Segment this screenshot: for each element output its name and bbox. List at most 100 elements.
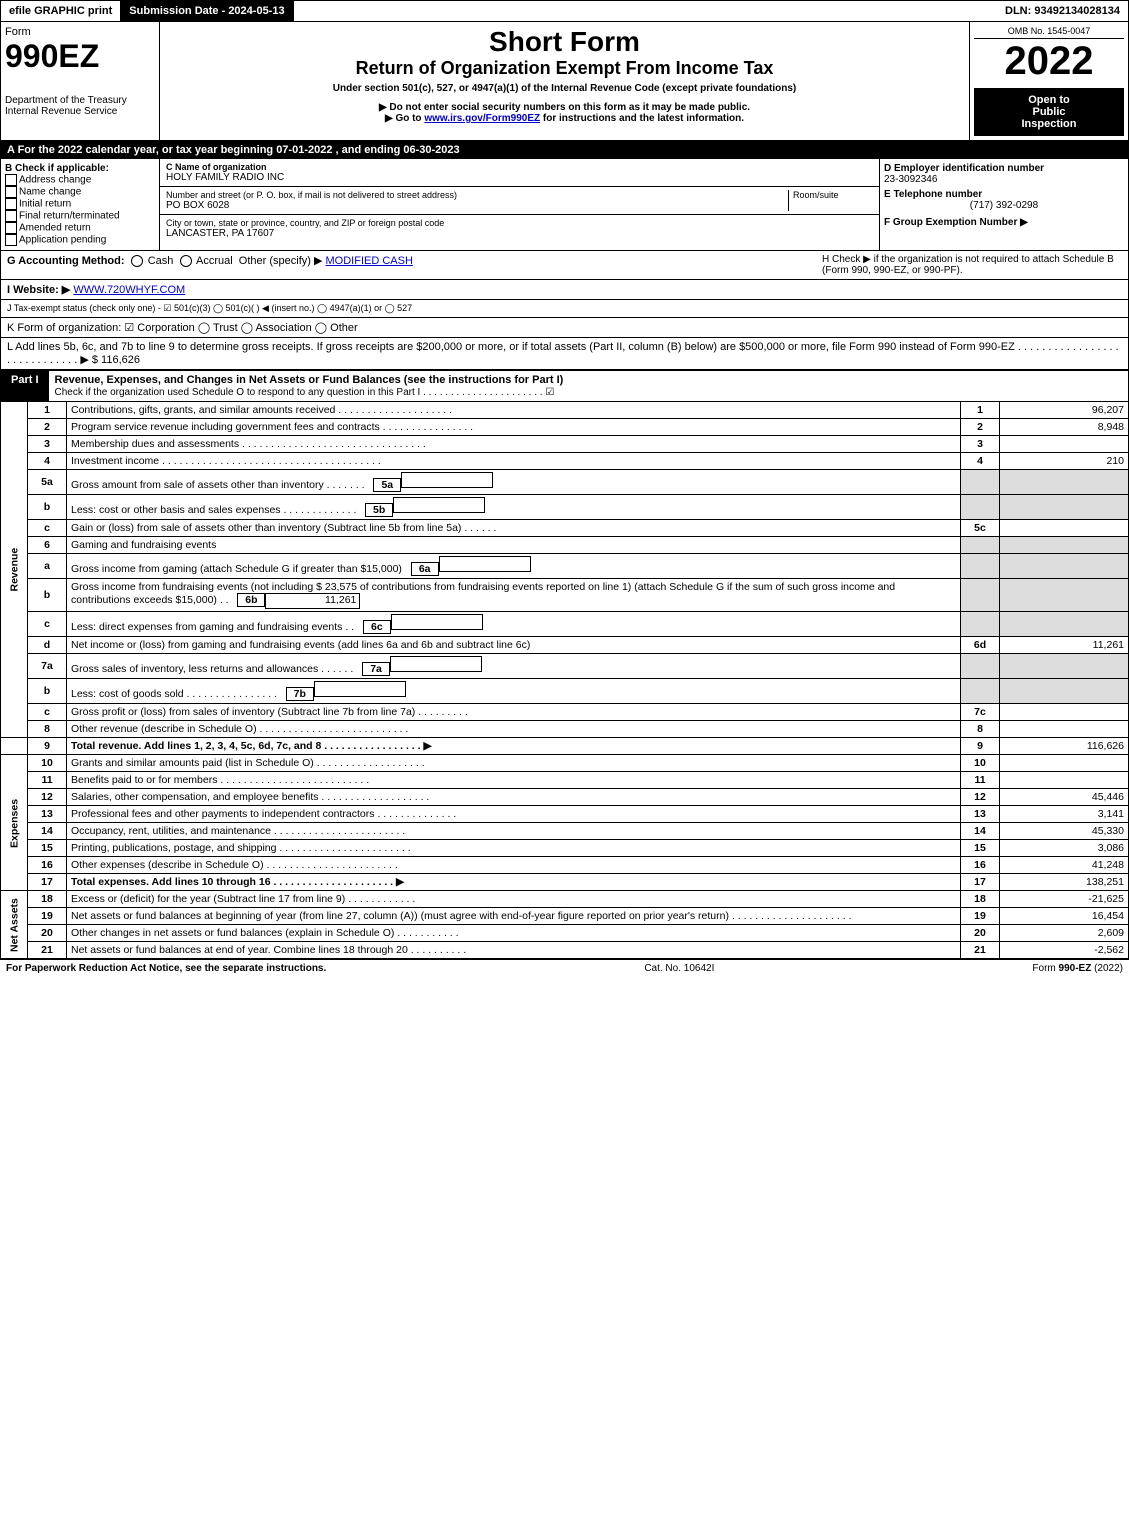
ln: c [28,520,67,537]
lnb: 20 [961,925,1000,942]
lnb: 17 [961,874,1000,891]
form-header: Form 990EZ Department of the Treasury In… [0,22,1129,141]
lv: 45,446 [1000,789,1129,806]
ld: Other changes in net assets or fund bala… [67,925,961,942]
cb-final-return[interactable]: Final return/terminated [5,210,155,222]
dept-treasury: Department of the Treasury [5,95,155,106]
main-title: Return of Organization Exempt From Incom… [164,58,965,79]
ld: Professional fees and other payments to … [67,806,961,823]
ld: Contributions, gifts, grants, and simila… [67,402,961,419]
cb-address-change[interactable]: Address change [5,174,155,186]
room-label: Room/suite [793,190,873,200]
ld: Less: cost or other basis and sales expe… [71,504,356,516]
shade [961,470,1000,495]
ld: Net income or (loss) from gaming and fun… [67,637,961,654]
shade [961,537,1000,554]
ln: a [28,554,67,579]
cb-label: Application pending [19,235,106,246]
page-footer: For Paperwork Reduction Act Notice, see … [0,959,1129,977]
ln: 7a [28,654,67,679]
omb-number: OMB No. 1545-0047 [974,26,1124,39]
footer-left: For Paperwork Reduction Act Notice, see … [6,963,326,974]
tel-value: (717) 392-0298 [884,200,1124,211]
lv [1000,721,1129,738]
lnb: 8 [961,721,1000,738]
ln: 21 [28,942,67,959]
dept-irs: Internal Revenue Service [5,106,155,117]
lnb: 5c [961,520,1000,537]
efile-print-button[interactable]: efile GRAPHIC print [1,1,121,21]
col-b-checkboxes: B Check if applicable: Address change Na… [1,159,160,250]
part1-subtitle: Check if the organization used Schedule … [55,387,555,398]
footer-cat-no: Cat. No. 10642I [644,963,714,974]
lv [1000,436,1129,453]
cb-name-change[interactable]: Name change [5,186,155,198]
cb-initial-return[interactable]: Initial return [5,198,155,210]
lv [1000,520,1129,537]
tel-label: E Telephone number [884,189,1124,200]
org-name-cell: C Name of organization HOLY FAMILY RADIO… [160,159,879,187]
lv: 96,207 [1000,402,1129,419]
ld: Total expenses. Add lines 10 through 16 … [71,876,404,888]
shade [1000,679,1129,704]
lnb: 13 [961,806,1000,823]
cb-cash[interactable] [131,255,143,267]
inner-num: 5a [373,478,401,492]
instructions-link[interactable]: www.irs.gov/Form990EZ [424,113,540,124]
lnb: 11 [961,772,1000,789]
lnb: 18 [961,891,1000,908]
shade [961,679,1000,704]
lnb: 14 [961,823,1000,840]
lnb: 4 [961,453,1000,470]
ln: b [28,495,67,520]
street-cell: Number and street (or P. O. box, if mail… [160,187,879,215]
shade [1000,537,1129,554]
ld: Other expenses (describe in Schedule O) … [67,857,961,874]
city-label: City or town, state or province, country… [166,218,873,228]
inner-val [390,656,482,672]
line-a-tax-year: A For the 2022 calendar year, or tax yea… [0,141,1129,159]
lnb: 16 [961,857,1000,874]
ld: Program service revenue including govern… [67,419,961,436]
ssn-warning: ▶ Do not enter social security numbers o… [164,102,965,113]
lnb: 7c [961,704,1000,721]
cb-label: Address change [19,175,91,186]
org-name: HOLY FAMILY RADIO INC [166,172,873,183]
shade [1000,470,1129,495]
lv: 41,248 [1000,857,1129,874]
inner-num: 7b [286,687,314,701]
lv: 45,330 [1000,823,1129,840]
lv: 138,251 [1000,874,1129,891]
website-link[interactable]: WWW.720WHYF.COM [73,284,185,296]
top-bar: efile GRAPHIC print Submission Date - 20… [0,0,1129,22]
shade [1000,554,1129,579]
ln: 16 [28,857,67,874]
lv: 2,609 [1000,925,1129,942]
line-g: G Accounting Method: Cash Accrual Other … [7,254,822,276]
cb-application-pending[interactable]: Application pending [5,234,155,246]
lv: 16,454 [1000,908,1129,925]
ln: 19 [28,908,67,925]
shade [961,612,1000,637]
cb-amended-return[interactable]: Amended return [5,222,155,234]
form-label: Form [5,26,155,38]
accounting-other-link[interactable]: MODIFIED CASH [326,255,413,267]
ln: 14 [28,823,67,840]
lnb: 3 [961,436,1000,453]
ein-label: D Employer identification number [884,163,1124,174]
col-c-org-info: C Name of organization HOLY FAMILY RADIO… [160,159,880,250]
section-bcd: B Check if applicable: Address change Na… [0,159,1129,251]
ld: Printing, publications, postage, and shi… [67,840,961,857]
lnb: 10 [961,755,1000,772]
lv: 3,086 [1000,840,1129,857]
inner-val [393,497,485,513]
revenue-side-label: Revenue [1,402,28,738]
cb-accrual[interactable] [180,255,192,267]
open-line3: Inspection [980,118,1118,130]
street-value: PO BOX 6028 [166,200,788,211]
inner-num: 6c [363,620,391,634]
shade [1000,612,1129,637]
ln: 12 [28,789,67,806]
ld: Excess or (deficit) for the year (Subtra… [67,891,961,908]
part1-header: Part I Revenue, Expenses, and Changes in… [0,370,1129,402]
